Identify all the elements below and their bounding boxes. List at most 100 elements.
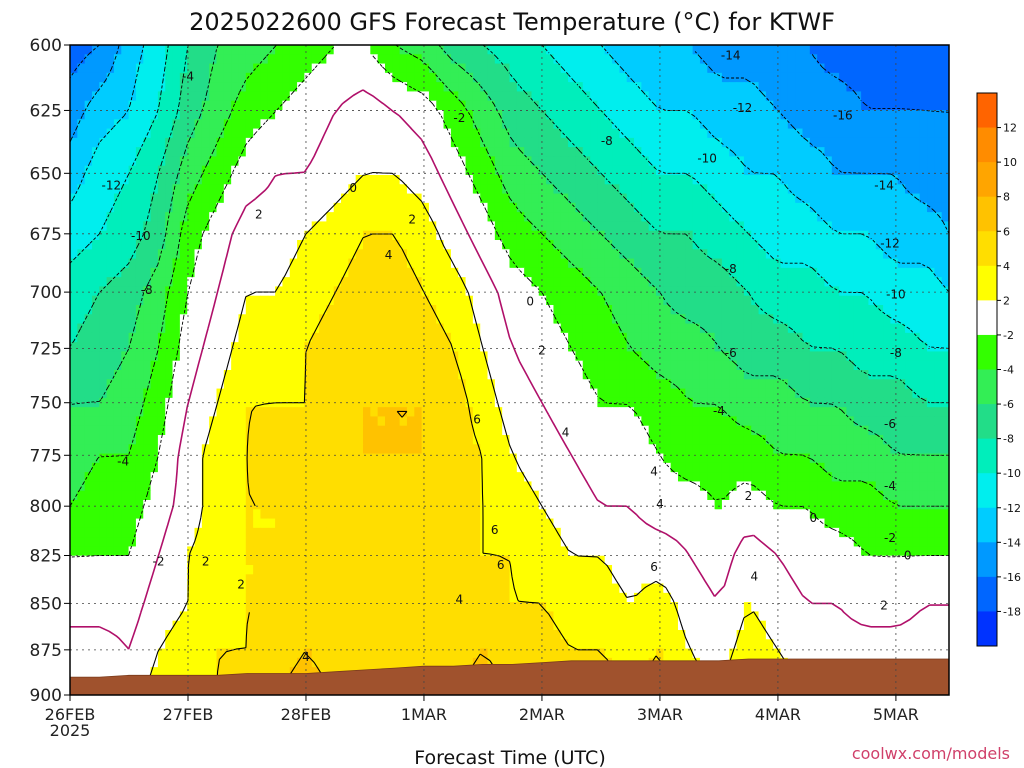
heat-cell	[311, 119, 320, 130]
heat-cell	[905, 351, 913, 362]
heat-cell	[626, 110, 635, 120]
heat-cell	[157, 202, 166, 213]
heat-cell	[282, 360, 291, 371]
heat-cell	[472, 119, 481, 130]
heat-cell	[384, 286, 393, 297]
heat-cell	[597, 82, 606, 93]
heat-cell	[795, 351, 804, 362]
heat-cell	[648, 332, 657, 343]
heat-cell	[875, 110, 884, 120]
heat-cell	[245, 193, 254, 204]
heat-cell	[853, 184, 862, 195]
heat-cell	[875, 165, 884, 176]
heat-cell	[765, 267, 774, 278]
heat-cell	[560, 267, 569, 278]
heat-cell	[509, 314, 518, 325]
heat-cell	[575, 360, 584, 371]
heat-cell	[326, 63, 335, 74]
heat-cell	[912, 230, 921, 241]
heat-cell	[392, 370, 401, 380]
heat-cell	[289, 100, 298, 111]
heat-cell	[824, 416, 833, 427]
heat-cell	[326, 425, 335, 436]
heat-cell	[677, 416, 686, 427]
heat-cell	[809, 128, 818, 139]
heat-cell	[699, 305, 708, 315]
heat-cell	[846, 342, 855, 353]
heat-cell	[443, 314, 452, 325]
heat-cell	[861, 397, 870, 408]
heat-cell	[560, 286, 569, 297]
heat-cell	[509, 72, 518, 83]
heat-cell	[736, 230, 745, 241]
heat-cell	[729, 407, 738, 418]
heat-cell	[289, 416, 298, 427]
heat-cell	[795, 184, 804, 195]
heat-cell	[619, 110, 628, 120]
heat-cell	[392, 165, 401, 176]
heat-cell	[868, 91, 877, 102]
heat-cell	[443, 119, 452, 130]
heat-cell	[319, 91, 327, 102]
heat-cell	[384, 258, 393, 269]
heat-cell	[861, 110, 870, 120]
heat-cell	[839, 193, 848, 204]
heat-cell	[363, 388, 371, 399]
heat-cell	[919, 147, 928, 158]
heat-cell	[773, 360, 782, 371]
heat-cell	[787, 240, 796, 250]
heat-cell	[729, 295, 738, 306]
heat-cell	[707, 240, 716, 250]
heat-cell	[238, 407, 247, 418]
heat-cell	[648, 240, 657, 250]
heat-cell	[634, 342, 642, 353]
heat-cell	[333, 54, 342, 65]
heat-cell	[721, 91, 730, 102]
heat-cell	[341, 110, 349, 120]
heat-cell	[663, 221, 672, 232]
heat-cell	[905, 175, 913, 185]
heat-cell	[311, 54, 320, 65]
heat-cell	[531, 314, 540, 325]
heat-cell	[70, 175, 78, 185]
heat-cell	[399, 342, 408, 353]
heat-cell	[319, 221, 327, 232]
heat-cell	[941, 397, 949, 408]
heat-cell	[626, 72, 635, 83]
heat-cell	[319, 45, 327, 55]
heat-cell	[831, 249, 840, 260]
heat-cell	[846, 165, 855, 176]
heat-cell	[421, 425, 430, 436]
heat-cell	[663, 267, 672, 278]
heat-cell	[509, 351, 518, 362]
heat-cell	[831, 286, 840, 297]
heat-cell	[663, 416, 672, 427]
heat-cell	[355, 249, 364, 260]
heat-cell	[751, 165, 760, 176]
heat-cell	[99, 360, 108, 371]
heat-cell	[128, 240, 137, 250]
heat-cell	[363, 100, 371, 111]
heat-cell	[641, 119, 650, 130]
heat-cell	[121, 416, 130, 427]
heat-cell	[297, 82, 305, 93]
heat-cell	[458, 100, 467, 111]
heat-cell	[758, 202, 767, 213]
heat-cell	[560, 351, 569, 362]
heat-cell	[355, 425, 364, 436]
heat-cell	[77, 165, 86, 176]
heat-cell	[428, 267, 437, 278]
heat-cell	[392, 202, 401, 213]
heat-cell	[809, 407, 818, 418]
heat-cell	[113, 258, 122, 269]
heat-cell	[846, 286, 855, 297]
heat-cell	[531, 267, 540, 278]
heat-cell	[326, 314, 335, 325]
heat-cell	[612, 416, 620, 427]
heat-cell	[406, 221, 415, 232]
heat-cell	[194, 342, 203, 353]
heat-cell	[238, 156, 247, 167]
heat-cell	[568, 110, 577, 120]
heat-cell	[187, 379, 196, 390]
heat-cell	[450, 165, 459, 176]
